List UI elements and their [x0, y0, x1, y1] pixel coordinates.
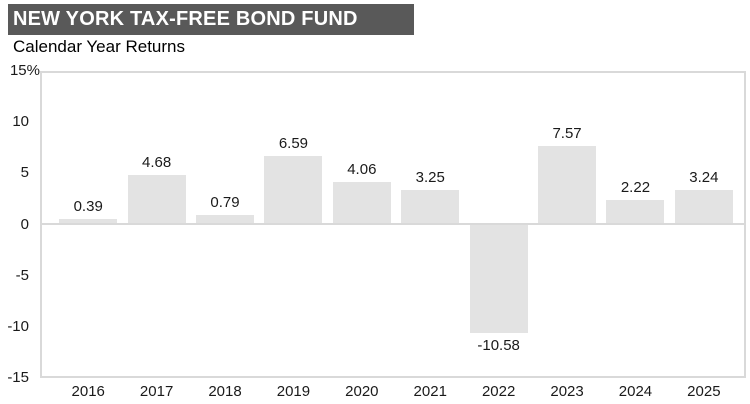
y-tick-label-0: 0: [20, 215, 29, 233]
bar-2018: [196, 214, 255, 223]
bar-2020: [332, 181, 391, 223]
bar-2024: [606, 200, 665, 223]
x-tick-label-2023: 2023: [550, 383, 584, 400]
chart-subtitle: Calendar Year Returns: [13, 37, 186, 56]
y-tick-label--5: -5: [15, 266, 29, 284]
bar-2025: [674, 189, 733, 223]
fund-title: NEW YORK TAX-FREE BOND FUND: [13, 8, 358, 30]
bar-slot-2020: 4.06: [328, 73, 396, 376]
bar-value-label-2020: 4.06: [347, 160, 377, 178]
y-tick-label--15: -15: [7, 369, 29, 386]
bar-slot-2021: 3.25: [396, 73, 464, 376]
bar-value-label-2024: 2.22: [620, 179, 651, 197]
bar-slot-2025: 3.24: [670, 73, 738, 376]
bar-slot-2016: 0.39: [54, 73, 122, 376]
bar-2016: [59, 219, 118, 223]
x-tick-label-2018: 2018: [208, 383, 242, 400]
x-tick-label-2024: 2024: [618, 383, 653, 400]
bar-chart-plot-area: 0.39 4.68 0.79 6.59 4.06 3.25 -10.58 7.57 2.22 3.…: [40, 71, 746, 378]
bar-value-label-2017: 4.68: [142, 154, 172, 172]
y-tick-label-10: 10: [12, 113, 29, 131]
y-tick-label-5: 5: [20, 164, 29, 182]
x-tick-label-2016: 2016: [71, 383, 105, 400]
x-tick-label-2022: 2022: [481, 383, 516, 400]
x-axis: 2016 2017 2018 2019 2020 2021 2022 2023 2024 2025: [42, 383, 744, 403]
bar-value-label-2025: 3.24: [689, 168, 719, 186]
bar-slot-2019: 6.59: [259, 73, 327, 376]
bar-2017: [127, 175, 186, 223]
bar-value-label-2021: 3.25: [415, 168, 445, 186]
bar-slot-2017: 4.68: [122, 73, 190, 376]
bar-2022: [469, 225, 528, 334]
x-tick-label-2020: 2020: [345, 383, 379, 400]
bar-slot-2018: 0.79: [191, 73, 259, 376]
bar-value-label-2019: 6.59: [278, 134, 309, 152]
bar-slot-2023: 7.57: [533, 73, 601, 376]
x-tick-label-2019: 2019: [276, 383, 311, 400]
bar-value-label-2016: 0.39: [73, 198, 103, 215]
bar-slot-2024: 2.22: [601, 73, 669, 376]
fund-title-bar: NEW YORK TAX-FREE BOND FUND: [8, 4, 414, 35]
bar-value-label-2023: 7.57: [552, 124, 582, 142]
bar-slot-2022: -10.58: [464, 73, 532, 376]
y-tick-label--10: -10: [7, 317, 29, 335]
bar-value-label-2018: 0.79: [210, 193, 240, 211]
bar-2021: [401, 189, 460, 223]
bar-series-calendar-year-returns: 0.39 4.68 0.79 6.59 4.06 3.25 -10.58 7.57 2.22 3.…: [42, 73, 744, 376]
bar-2019: [264, 155, 323, 223]
y-tick-label-15pct: 15%: [9, 62, 40, 79]
x-tick-label-2025: 2025: [687, 383, 721, 400]
bar-2023: [538, 145, 597, 223]
zero-axis-line: [42, 223, 744, 225]
bar-value-label-2022: -10.58: [477, 337, 520, 355]
x-tick-label-2021: 2021: [413, 383, 447, 400]
x-tick-label-2017: 2017: [139, 383, 174, 400]
